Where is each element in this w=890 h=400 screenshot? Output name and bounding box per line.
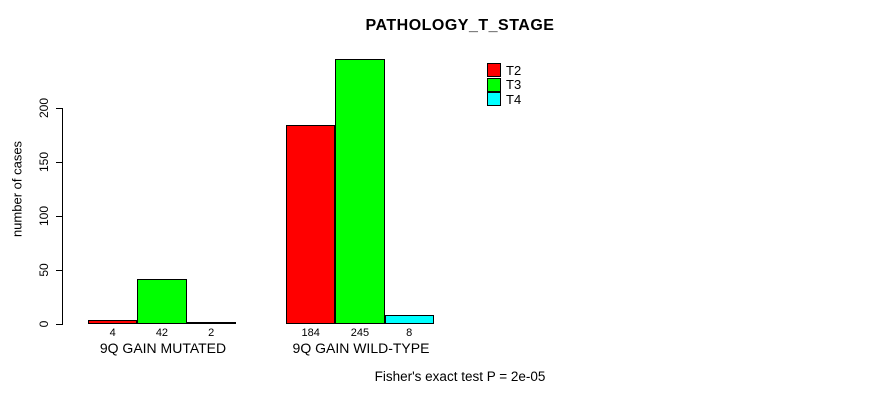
legend-label-t2: T2: [506, 62, 522, 78]
chart-title: PATHOLOGY_T_STAGE: [365, 17, 555, 34]
bar-value-label: 42: [155, 327, 169, 339]
bar-t3-group1: [137, 278, 187, 324]
bar-value-label: 4: [109, 327, 116, 339]
bar-t2-group2: [286, 125, 336, 324]
legend-swatch-t3: [487, 77, 501, 92]
y-tick-mark: [56, 108, 62, 109]
category-label-9q-gain-mutated: 9Q GAIN MUTATED: [99, 340, 227, 356]
legend-swatch-t2: [487, 63, 501, 78]
bar-value-label: 8: [406, 327, 413, 339]
y-tick-label: 200: [37, 97, 51, 119]
y-axis-line: [62, 108, 63, 325]
bar-value-label: 184: [301, 327, 320, 339]
annotation-text: Fisher's exact test P = 2e-05: [374, 369, 546, 384]
category-label-9q-gain-wild-type: 9Q GAIN WILD-TYPE: [292, 340, 430, 356]
bar-t4-group1: [186, 321, 236, 324]
y-tick-mark: [56, 324, 62, 325]
legend: T2 T3 T4: [487, 63, 521, 107]
y-tick-mark: [56, 162, 62, 163]
y-tick-label: 100: [37, 205, 51, 227]
y-tick-label: 50: [37, 263, 51, 277]
bar-value-label: 2: [208, 327, 215, 339]
y-axis-label: number of cases: [9, 140, 25, 238]
legend-row-t3: T3: [487, 77, 522, 93]
bar-t2-group1: [88, 319, 138, 324]
legend-row-t4: T4: [487, 92, 521, 107]
bar-value-label: 245: [350, 327, 370, 339]
legend-row-t2: T2: [487, 63, 521, 78]
legend-label-t3: T3: [506, 77, 522, 93]
legend-label-t4: T4: [506, 91, 522, 107]
legend-swatch-t4: [487, 92, 501, 107]
y-tick-mark: [56, 216, 62, 217]
bar-t3-group2: [335, 59, 385, 324]
y-tick-label: 0: [37, 320, 51, 328]
y-tick-mark: [56, 270, 62, 271]
bar-t4-group2: [384, 315, 434, 324]
y-tick-label: 150: [37, 151, 51, 173]
